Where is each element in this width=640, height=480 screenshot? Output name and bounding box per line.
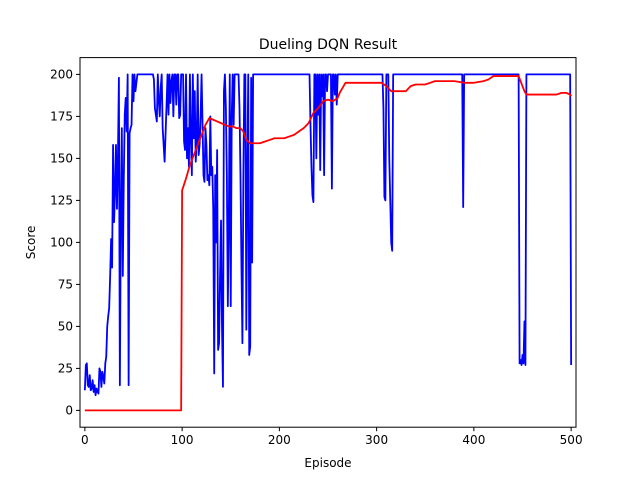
y-tick-label: 100: [50, 235, 73, 249]
y-tick-label: 75: [58, 277, 73, 291]
y-tick-label: 125: [50, 193, 73, 207]
x-tick-label: 300: [365, 433, 388, 447]
x-tick-label: 0: [81, 433, 89, 447]
y-tick-label: 175: [50, 109, 73, 123]
x-axis-label: Episode: [304, 456, 351, 470]
series-line-1: [83, 73, 573, 397]
series-line-2: [84, 75, 572, 412]
x-axis-ticks: 0 100 200 300 400 500: [81, 427, 583, 447]
x-tick-label: 200: [268, 433, 291, 447]
y-tick-label: 200: [50, 67, 73, 81]
y-tick-label: 0: [65, 403, 73, 417]
y-tick-label: 150: [50, 151, 73, 165]
y-axis-ticks: 0 25 50 75 100 125 150 175 200: [50, 67, 80, 417]
x-tick-label: 100: [171, 433, 194, 447]
chart-title: Dueling DQN Result: [259, 37, 398, 53]
y-tick-label: 25: [58, 361, 73, 375]
y-axis-label: Score: [24, 226, 38, 260]
y-tick-label: 50: [58, 319, 73, 333]
x-tick-label: 500: [560, 433, 583, 447]
series-layer: [83, 73, 573, 412]
x-tick-label: 400: [462, 433, 485, 447]
